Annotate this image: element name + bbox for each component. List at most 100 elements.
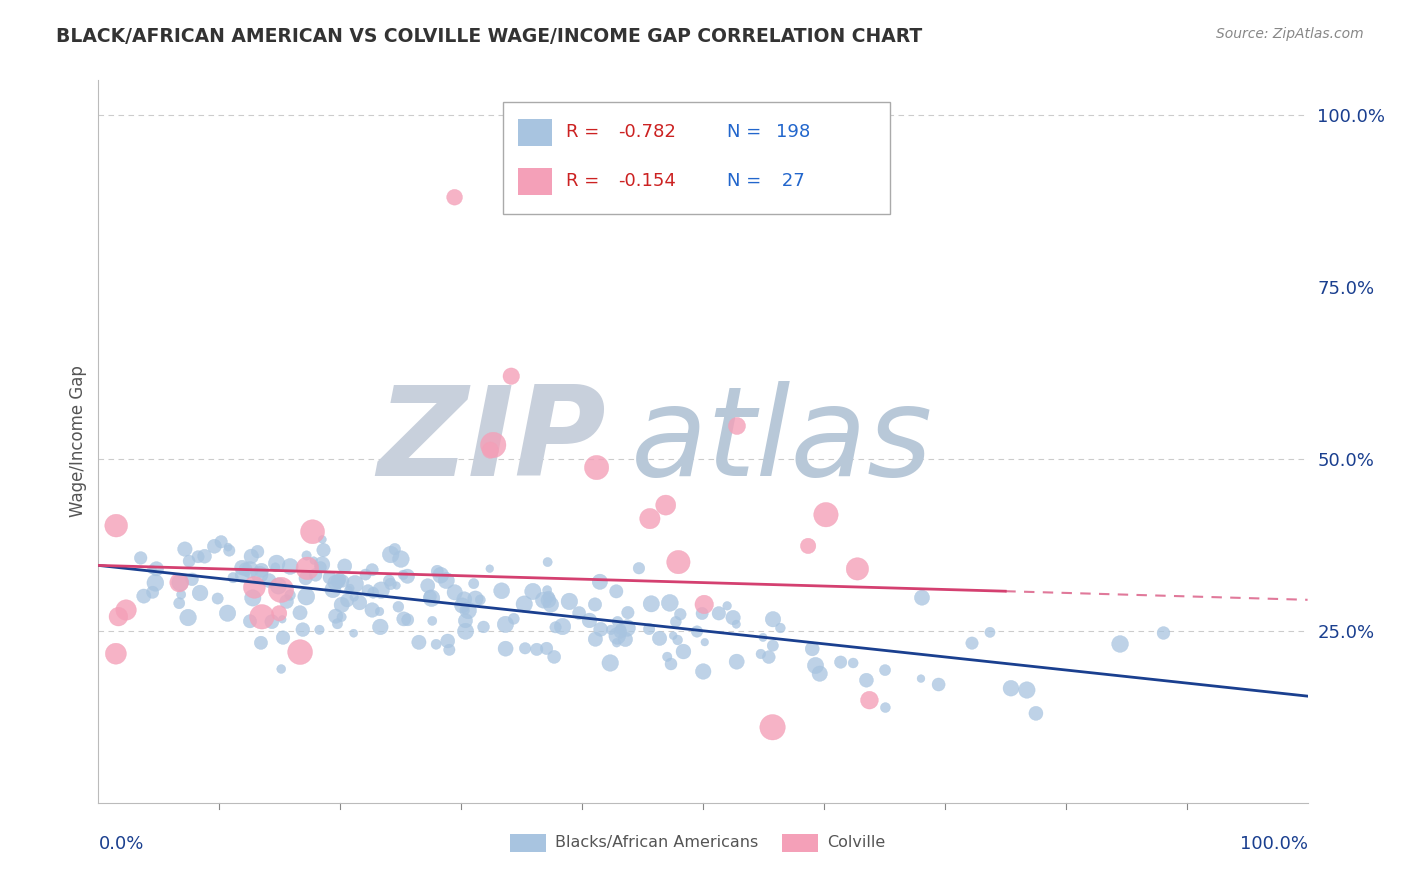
Point xyxy=(270,662,292,676)
Point xyxy=(858,693,880,707)
Point xyxy=(217,540,239,554)
Text: R =: R = xyxy=(567,172,606,190)
Point xyxy=(842,656,865,670)
Point xyxy=(605,584,627,599)
Point xyxy=(855,673,877,688)
Point xyxy=(329,572,352,586)
Point xyxy=(243,580,266,594)
Point xyxy=(585,460,607,475)
Point xyxy=(250,563,273,577)
Point xyxy=(537,590,560,604)
Point xyxy=(344,577,367,591)
Point xyxy=(669,607,692,622)
Point xyxy=(482,438,505,452)
Point xyxy=(349,596,371,610)
Text: BLACK/AFRICAN AMERICAN VS COLVILLE WAGE/INCOME GAP CORRELATION CHART: BLACK/AFRICAN AMERICAN VS COLVILLE WAGE/… xyxy=(56,27,922,45)
Point xyxy=(721,610,744,624)
Point xyxy=(470,593,492,607)
Point xyxy=(278,559,301,574)
Point xyxy=(332,574,354,588)
Point xyxy=(725,419,748,434)
Point xyxy=(665,615,688,629)
Point xyxy=(454,603,477,617)
Point xyxy=(513,641,536,656)
Point xyxy=(568,606,591,620)
Point xyxy=(330,610,353,624)
Point xyxy=(716,599,738,613)
Point xyxy=(104,647,127,661)
Point xyxy=(454,624,477,639)
Point xyxy=(425,637,447,651)
Point xyxy=(267,579,290,593)
Point xyxy=(640,597,662,611)
Point xyxy=(368,620,391,634)
Point xyxy=(443,585,465,599)
Point xyxy=(416,579,439,593)
Point xyxy=(808,666,831,681)
Point xyxy=(115,603,138,617)
Point xyxy=(693,598,716,612)
Point xyxy=(544,620,567,634)
Point xyxy=(177,554,200,568)
Point xyxy=(188,586,211,600)
Point xyxy=(231,568,253,582)
Point xyxy=(495,641,517,656)
Point xyxy=(142,585,165,599)
Point xyxy=(145,562,167,576)
Text: ZIP: ZIP xyxy=(378,381,606,502)
Point xyxy=(600,623,623,637)
Point xyxy=(491,583,513,598)
Point xyxy=(170,588,193,602)
Point xyxy=(599,656,621,670)
Point xyxy=(814,508,837,522)
Point xyxy=(167,575,190,590)
Point xyxy=(222,571,245,585)
Text: Source: ZipAtlas.com: Source: ZipAtlas.com xyxy=(1216,27,1364,41)
Point xyxy=(288,645,311,659)
Point xyxy=(143,575,166,590)
Point xyxy=(271,612,294,626)
Point xyxy=(658,596,681,610)
Point xyxy=(264,560,287,574)
Point xyxy=(426,564,449,578)
Point xyxy=(385,578,408,592)
Point xyxy=(343,590,366,604)
Point xyxy=(616,621,638,635)
Point xyxy=(693,635,716,649)
Point xyxy=(801,641,824,656)
Point xyxy=(657,649,679,664)
Point xyxy=(761,720,783,734)
Point xyxy=(830,655,852,669)
Point xyxy=(910,672,932,686)
Point xyxy=(758,650,780,665)
Point xyxy=(325,609,347,624)
Point xyxy=(269,607,291,621)
Point xyxy=(540,598,562,612)
Point xyxy=(294,571,316,585)
Point xyxy=(762,639,785,653)
Text: -0.154: -0.154 xyxy=(619,172,676,190)
Point xyxy=(266,557,288,571)
Point xyxy=(218,543,240,558)
Point xyxy=(270,582,292,597)
Point xyxy=(654,498,676,512)
Point xyxy=(686,624,709,639)
Point xyxy=(513,597,536,611)
Point xyxy=(271,631,294,645)
Point xyxy=(302,553,325,567)
Point xyxy=(301,524,323,539)
Point xyxy=(357,583,380,598)
Point xyxy=(443,190,465,204)
Point xyxy=(692,665,714,679)
Point xyxy=(690,607,713,621)
Point xyxy=(804,658,827,673)
Point xyxy=(396,613,419,627)
Point xyxy=(522,584,544,599)
Point xyxy=(295,549,318,563)
Point xyxy=(378,574,401,588)
Point xyxy=(797,539,820,553)
Point xyxy=(326,616,349,631)
Point xyxy=(472,620,495,634)
Point xyxy=(494,617,516,632)
Point xyxy=(648,632,671,646)
